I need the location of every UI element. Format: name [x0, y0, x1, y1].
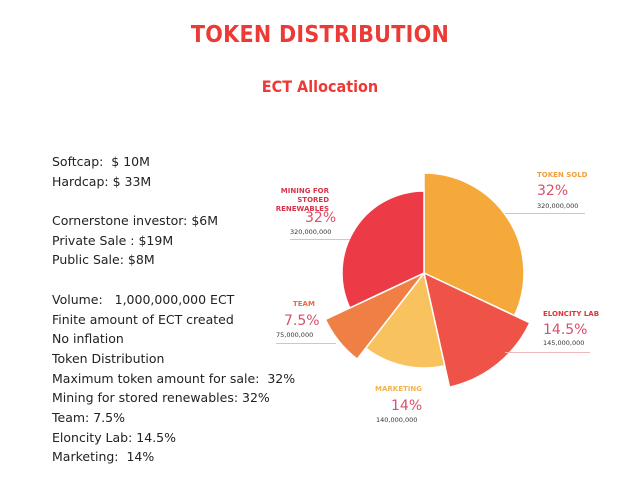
pie-slice-token-sold: [423, 172, 525, 317]
softcap-text: Softcap: $ 10M: [52, 154, 150, 169]
info-list: Softcap: $ 10M Hardcap: $ 33M Cornerston…: [52, 152, 295, 467]
slice-label-marketing: MARKETING: [375, 385, 422, 393]
pie-slice-eloncity: [422, 271, 531, 389]
leader-line: [505, 213, 585, 214]
slice-pct-team: 7.5%: [284, 313, 320, 329]
slice-pct-marketing: 14%: [391, 398, 423, 414]
slice-pct-eloncity: 14.5%: [543, 322, 588, 338]
slice-pct-mining: 32%: [305, 210, 337, 226]
slice-label-token-sold: TOKEN SOLD: [537, 171, 588, 179]
finite-text: Finite amount of ECT created: [52, 311, 234, 327]
no-inflation-text: No inflation: [52, 331, 124, 347]
volume-text: Volume: 1,000,000,000 ECT: [52, 291, 235, 307]
marketing-text: Marketing: 14%: [52, 449, 155, 465]
leader-line: [276, 343, 336, 344]
slice-label-eloncity: ELONCITY LAB: [543, 310, 600, 318]
eloncity-text: Eloncity Lab: 14.5%: [52, 429, 177, 445]
slice-amount-mining: 320,000,000: [290, 228, 332, 236]
slice-label-team: TEAM: [293, 300, 315, 308]
pie-slice-team: [324, 272, 425, 361]
slice-amount-team: 75,000,000: [276, 331, 314, 339]
page-title: TOKEN DISTRIBUTION: [190, 22, 450, 48]
chart-subtitle: ECT Allocation: [261, 77, 379, 96]
leader-line: [505, 352, 590, 353]
private-sale-text: Private Sale : $19M: [52, 232, 174, 248]
slice-amount-marketing: 140,000,000: [376, 416, 418, 424]
team-text: Team: 7.5%: [52, 409, 125, 425]
cornerstone-text: Cornerstone investor: $6M: [52, 213, 219, 229]
pie-slice-mining: [341, 190, 425, 309]
hardcap-text: Hardcap: $ 33M: [52, 173, 152, 189]
mining-text: Mining for stored renewables: 32%: [52, 390, 270, 406]
public-sale-text: Public Sale: $8M: [52, 252, 155, 268]
pie-slice-marketing: [364, 271, 446, 369]
max-sale-text: Maximum token amount for sale: 32%: [52, 370, 296, 386]
slice-amount-token-sold: 320,000,000: [537, 202, 579, 210]
token-distribution-text: Token Distribution: [52, 350, 165, 366]
slice-label-mining: MINING FOR STORED RENEWABLES: [275, 187, 329, 213]
slice-pct-token-sold: 32%: [537, 183, 569, 199]
leader-line: [290, 239, 350, 240]
slice-amount-eloncity: 145,000,000: [543, 339, 585, 347]
